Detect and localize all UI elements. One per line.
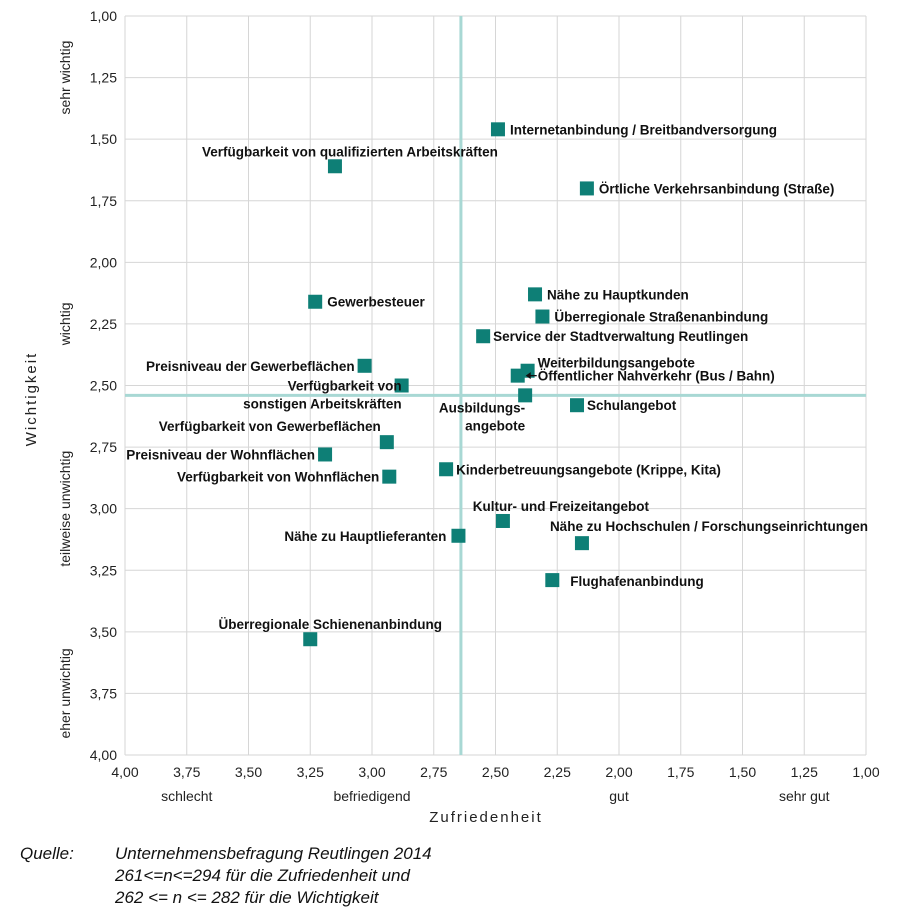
data-point-label: Nähe zu Hauptlieferanten (284, 529, 446, 544)
y-tick-label: 3,75 (90, 685, 117, 701)
y-tick-label: 1,75 (90, 193, 117, 209)
data-point-marker (382, 469, 397, 484)
data-point-label: Örtliche Verkehrsanbindung (Straße) (599, 181, 835, 196)
axis-ticks: 4,00 3,75 3,50 3,25 3,00 2,75 2,50 2,25 2,00 1,75… (90, 8, 880, 780)
axis-category-labels: schlecht befriedigend gut sehr gut sehr wich… (57, 41, 830, 804)
data-point-label: Nähe zu Hauptkunden (547, 287, 689, 302)
y-tick-label: 1,25 (90, 70, 117, 86)
data-point-marker (476, 329, 491, 344)
scatter-chart: 4,00 3,75 3,50 3,25 3,00 2,75 2,50 2,25 2,00 1,75… (23, 8, 880, 826)
y-tick-label: 1,50 (90, 131, 117, 147)
y-tick-label: 4,00 (90, 747, 117, 763)
source-line-2: 261<=n<=294 für die Zufriedenheit und (115, 866, 410, 885)
data-point-label: Nähe zu Hochschulen / Forschungseinricht… (550, 519, 868, 534)
data-point-label: Überregionale Straßenanbindung (554, 310, 768, 325)
source-note: Quelle: Unternehmensbefragung Reutlingen … (20, 843, 432, 909)
x-tick-label: 1,50 (729, 764, 756, 780)
point-labels: Internetanbindung / Breitbandversorgung Ö… (126, 122, 868, 632)
data-point-label: Preisniveau der Gewerbeflächen (146, 359, 355, 374)
x-tick-label: 3,25 (297, 764, 324, 780)
x-tick-label: 1,75 (667, 764, 694, 780)
source-line-1: Unternehmensbefragung Reutlingen 2014 (115, 844, 432, 863)
y-axis-title: Wichtigkeit (23, 352, 40, 447)
source-label: Quelle: (20, 844, 74, 863)
reference-lines (125, 16, 866, 755)
x-tick-label: 1,25 (791, 764, 818, 780)
data-point-label: Gewerbesteuer (327, 295, 425, 310)
label-pointer-arrowhead (525, 372, 531, 380)
data-point-label: Verfügbarkeit von sonstigen Arbeitskräfte… (243, 379, 402, 412)
y-tick-label: 2,50 (90, 378, 117, 394)
x-tick-label: 1,00 (852, 764, 879, 780)
data-point-marker (318, 447, 333, 462)
data-point-marker (574, 536, 589, 551)
y-category-label: teilweise unwichtig (57, 451, 73, 567)
data-point-label: Internetanbindung / Breitbandversorgung (510, 122, 777, 137)
data-point-marker (439, 462, 454, 477)
data-point-marker (545, 573, 560, 588)
data-point-marker (379, 435, 394, 450)
source-line-3: 262 <= n <= 282 für die Wichtigkeit (115, 888, 379, 907)
data-point-marker (535, 309, 550, 324)
x-tick-label: 2,00 (605, 764, 632, 780)
x-tick-label: 3,50 (235, 764, 262, 780)
x-tick-label: 2,50 (482, 764, 509, 780)
x-tick-label: 2,25 (544, 764, 571, 780)
data-point-marker (357, 358, 372, 373)
y-tick-label: 2,00 (90, 254, 117, 270)
data-point-marker (518, 388, 533, 403)
y-tick-label: 2,75 (90, 439, 117, 455)
data-point-marker (570, 398, 585, 413)
data-point-marker (528, 287, 543, 302)
x-category-label: befriedigend (333, 788, 410, 804)
y-tick-label: 2,25 (90, 316, 117, 332)
data-point-label: Verfügbarkeit von qualifizierten Arbeits… (202, 144, 498, 159)
data-point-marker (579, 181, 594, 196)
data-point-marker (303, 632, 318, 647)
y-category-label: sehr wichtig (57, 41, 73, 115)
data-point-label: Preisniveau der Wohnflächen (126, 447, 315, 462)
x-tick-label: 3,75 (173, 764, 200, 780)
data-point-label: Service der Stadtverwaltung Reutlingen (493, 329, 748, 344)
data-point-marker (451, 528, 466, 543)
y-category-label: wichtig (57, 303, 73, 347)
data-point-label: Kinderbetreuungsangebote (Krippe, Kita) (456, 462, 721, 477)
data-points (303, 122, 594, 647)
x-tick-label: 4,00 (111, 764, 138, 780)
x-tick-label: 2,75 (420, 764, 447, 780)
data-point-marker (327, 159, 342, 174)
data-point-label: Ausbildungs-angebote (439, 400, 526, 433)
x-tick-label: 3,00 (358, 764, 385, 780)
data-point-label: Öffentlicher Nahverkehr (Bus / Bahn) (538, 369, 775, 384)
x-category-label: schlecht (161, 788, 212, 804)
y-tick-label: 1,00 (90, 8, 117, 24)
data-point-marker (394, 378, 409, 393)
y-tick-label: 3,00 (90, 501, 117, 517)
data-point-label: Überregionale Schienenanbindung (218, 617, 442, 632)
data-point-label: Flughafenanbindung (570, 574, 703, 589)
y-tick-label: 3,25 (90, 562, 117, 578)
data-point-marker (495, 513, 510, 528)
x-category-label: gut (609, 788, 629, 804)
data-point-label: Schulangebot (587, 398, 677, 413)
data-point-marker (490, 122, 505, 137)
y-tick-label: 3,50 (90, 624, 117, 640)
data-point-label: Weiterbildungsangebote (538, 356, 696, 371)
data-point-label: Kultur- und Freizeitangebot (473, 499, 650, 514)
x-axis-title: Zufriedenheit (429, 809, 543, 826)
data-point-label: Verfügbarkeit von Wohnflächen (177, 470, 379, 485)
x-category-label: sehr gut (779, 788, 830, 804)
grid-lines (124, 15, 867, 756)
y-category-label: eher unwichtig (57, 648, 73, 738)
data-point-marker (510, 368, 525, 383)
data-point-label: Verfügbarkeit von Gewerbeflächen (159, 419, 381, 434)
data-point-marker (308, 294, 323, 309)
